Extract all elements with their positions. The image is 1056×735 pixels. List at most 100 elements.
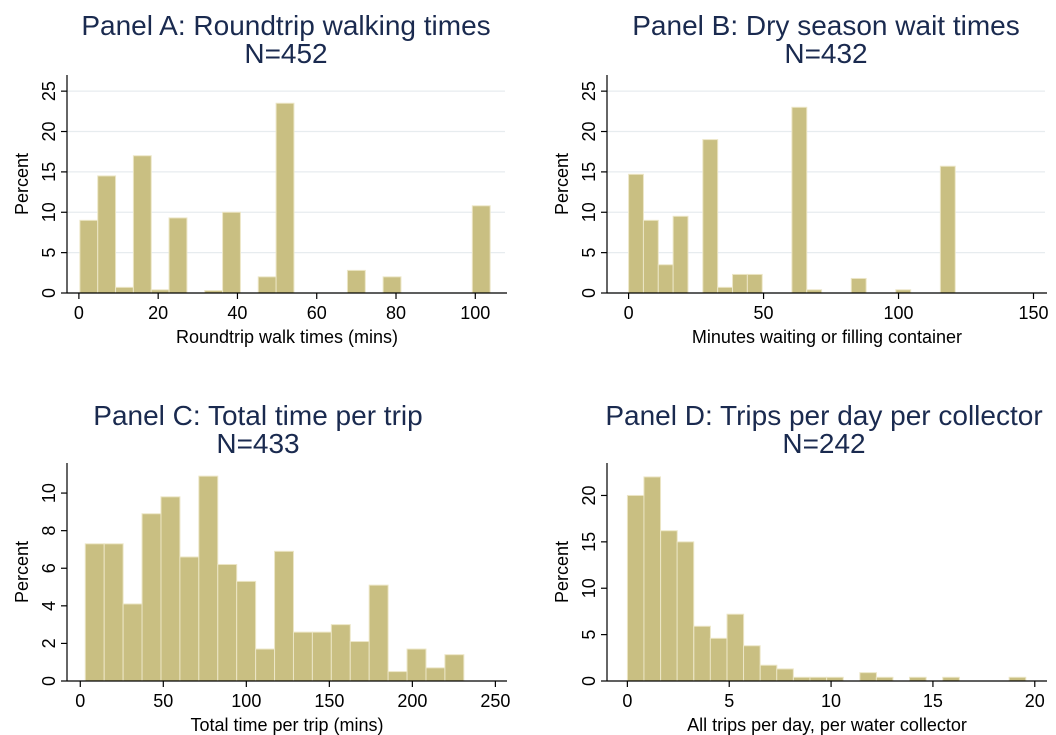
panel-title: Panel C: Total time per trip	[93, 400, 422, 431]
histogram-bar	[274, 550, 294, 682]
y-tick-label: 15	[39, 162, 59, 182]
y-tick-label: 25	[39, 81, 59, 101]
panel-subtitle: N=433	[216, 428, 299, 459]
histogram-bar	[257, 276, 277, 294]
y-axis-label: Percent	[12, 153, 32, 215]
x-tick-label: 20	[1025, 691, 1045, 711]
histogram-bar	[382, 276, 402, 294]
x-tick-label: 10	[821, 691, 841, 711]
x-tick-label: 250	[480, 691, 510, 711]
histogram-bar	[103, 543, 124, 682]
histogram-bar	[939, 165, 956, 294]
histogram-bar	[179, 556, 200, 682]
histogram-bar	[275, 102, 295, 294]
x-tick-label: 50	[754, 303, 774, 323]
histogram-bar	[168, 217, 188, 294]
y-tick-label: 10	[39, 202, 59, 222]
x-axis-label: Total time per trip (mins)	[190, 715, 383, 735]
histogram-bar	[672, 215, 689, 294]
panel-title: Panel A: Roundtrip walking times	[81, 10, 490, 41]
histogram-bar	[726, 613, 745, 682]
histogram-bar	[850, 277, 867, 294]
histogram-bar	[643, 476, 662, 682]
x-tick-label: 0	[75, 691, 85, 711]
histogram-bar	[717, 286, 734, 294]
panel-subtitle: N=432	[784, 38, 867, 69]
histogram-bar	[709, 637, 728, 682]
histogram-bar	[642, 219, 659, 294]
y-tick-label: 0	[579, 288, 599, 298]
y-tick-label: 10	[39, 483, 59, 503]
histogram-bar	[425, 667, 446, 682]
y-tick-label: 10	[579, 578, 599, 598]
histogram-bar	[97, 175, 117, 294]
y-tick-label: 8	[39, 526, 59, 536]
histogram-bar	[702, 139, 719, 294]
y-tick-label: 15	[579, 532, 599, 552]
x-tick-label: 0	[624, 303, 634, 323]
panel-title: Panel B: Dry season wait times	[632, 10, 1020, 41]
histogram-bar	[311, 631, 332, 682]
y-tick-label: 15	[579, 162, 599, 182]
histogram-bar	[628, 173, 644, 294]
y-tick-label: 0	[39, 288, 59, 298]
y-tick-label: 2	[39, 638, 59, 648]
histogram-bar	[676, 541, 695, 682]
histogram-bar	[217, 563, 238, 682]
x-axis-label: Roundtrip walk times (mins)	[176, 327, 398, 347]
y-tick-label: 5	[579, 630, 599, 640]
x-tick-label: 100	[231, 691, 261, 711]
panel-subtitle: N=452	[244, 38, 327, 69]
panel-title: Panel D: Trips per day per collector	[605, 400, 1042, 431]
histogram-bar	[368, 584, 389, 682]
x-tick-label: 0	[74, 303, 84, 323]
x-tick-label: 200	[397, 691, 427, 711]
panel-subtitle: N=242	[782, 428, 865, 459]
y-tick-label: 4	[39, 601, 59, 611]
y-axis-label: Percent	[12, 541, 32, 603]
histogram-bar	[791, 106, 808, 294]
histogram-bar	[160, 496, 181, 682]
x-axis-label: All trips per day, per water collector	[687, 715, 967, 735]
y-tick-label: 20	[579, 122, 599, 142]
histogram-bar	[79, 219, 99, 294]
histogram-bar	[330, 624, 351, 682]
histogram-bar	[746, 273, 763, 294]
x-tick-label: 40	[227, 303, 247, 323]
histogram-bar	[406, 648, 427, 682]
x-tick-label: 20	[148, 303, 168, 323]
y-tick-label: 20	[39, 122, 59, 142]
y-axis-label: Percent	[552, 541, 572, 603]
x-tick-label: 150	[314, 691, 344, 711]
histogram-bar	[349, 641, 370, 682]
histogram-bar	[122, 603, 143, 682]
x-tick-label: 0	[622, 691, 632, 711]
x-tick-label: 80	[386, 303, 406, 323]
y-tick-label: 5	[39, 248, 59, 258]
histogram-bar	[743, 645, 761, 682]
histogram-bar	[198, 475, 219, 682]
histogram-bar	[444, 654, 465, 682]
histogram-bar	[693, 625, 711, 682]
histogram-bar	[115, 286, 134, 294]
x-tick-label: 60	[307, 303, 327, 323]
histogram-bar	[859, 672, 877, 682]
x-tick-label: 150	[1018, 303, 1048, 323]
y-tick-label: 10	[579, 202, 599, 222]
x-axis-label: Minutes waiting or filling container	[692, 327, 962, 347]
histogram-bar	[255, 648, 276, 682]
x-tick-label: 100	[460, 303, 490, 323]
histogram-bar	[346, 269, 366, 294]
y-tick-label: 6	[39, 563, 59, 573]
histogram-bar	[657, 264, 674, 294]
histogram-bar	[292, 631, 313, 682]
histogram-bar	[776, 668, 794, 682]
histogram-bar	[387, 671, 408, 682]
histogram-bar	[732, 273, 748, 294]
y-tick-label: 5	[579, 248, 599, 258]
y-axis-label: Percent	[552, 153, 572, 215]
x-tick-label: 5	[724, 691, 734, 711]
